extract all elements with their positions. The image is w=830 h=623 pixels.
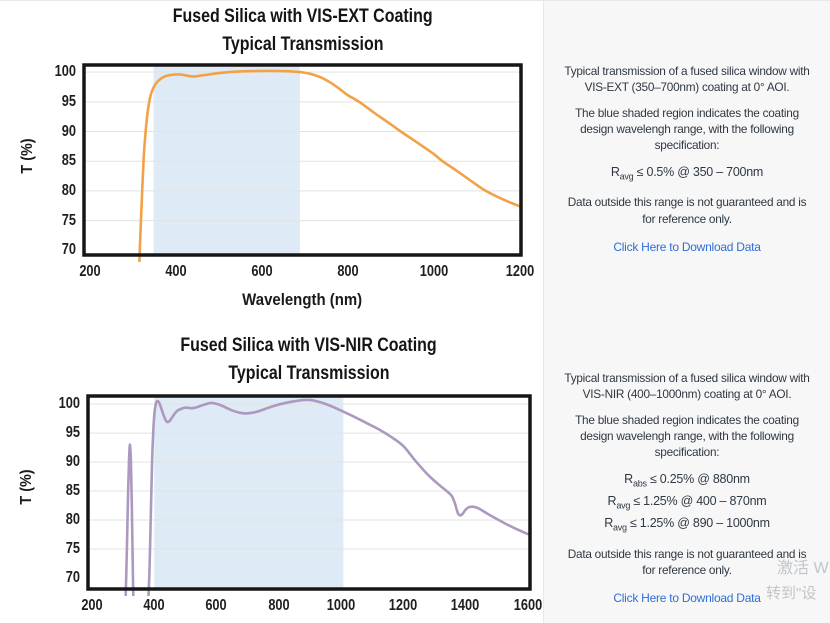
coating-spec-line: Ravg ≤ 0.5% @ 350 – 700nm [610,165,764,182]
plot-border [86,394,532,591]
x-tick-label: 800 [267,597,290,614]
coating-spec-line: Ravg ≤ 1.25% @ 890 – 1000nm [604,516,770,533]
chart-title-line1: Fused Silica with VIS-EXT Coating [172,6,433,27]
y-axis-label: T (%) [18,469,35,505]
x-axis-label: Wavelength (nm) [242,290,363,309]
y-tick-label: 90 [61,122,76,140]
x-tick-label: 400 [165,263,187,280]
x-tick-label: 1000 [326,597,356,614]
description-paragraph: Typical transmission of a fused silica w… [564,64,810,95]
y-tick-label: 95 [65,424,80,442]
vis-ext-row: Fused Silica with VIS-EXT Coating Typica… [0,0,830,382]
x-tick-label: 400 [143,597,165,614]
description-paragraph: Data outside this range is not guarantee… [567,546,807,577]
download-data-link[interactable]: Click Here to Download Data [613,239,761,254]
transmission-curve [138,69,522,262]
vis-nir-description-panel: Typical transmission of a fused silica w… [543,320,830,623]
description-paragraph: The blue shaded region indicates the coa… [575,105,799,153]
y-tick-label: 80 [61,181,76,199]
x-tick-label: 600 [251,263,273,280]
coating-spec-list: Ravg ≤ 0.5% @ 350 – 700nm [550,162,824,184]
download-data-link[interactable]: Click Here to Download Data [613,591,761,606]
x-tick-label: 800 [337,263,359,280]
transmission-curve [124,398,529,596]
chart-title-line1: Fused Silica with VIS-NIR Coating [180,335,438,356]
chart-title-line2: Typical Transmission [228,363,390,384]
y-tick-label: 100 [54,63,76,81]
chart-title-line2: Typical Transmission [221,34,384,55]
x-tick-label: 1200 [388,597,418,614]
y-tick-label: 95 [61,92,76,110]
y-tick-label: 70 [61,241,76,259]
x-tick-label: 200 [79,263,102,280]
coating-spec-line: Rabs ≤ 0.25% @ 880nm [624,472,750,489]
vis-ext-description-panel: Typical transmission of a fused silica w… [543,1,830,382]
transmission-plot [86,394,532,596]
x-tick-label: 200 [81,597,103,614]
vis-ext-chart-panel: Fused Silica with VIS-EXT Coating Typica… [0,1,543,320]
vis-nir-chart-panel: Fused Silica with VIS-NIR Coating Typica… [0,320,543,623]
y-tick-label: 90 [65,453,80,471]
x-tick-label: 1400 [451,597,480,614]
y-tick-label: 100 [58,395,80,413]
transmission-plot [82,63,523,262]
x-tick-label: 600 [205,597,228,614]
design-wavelength-band [153,65,300,255]
description-paragraph: Typical transmission of a fused silica w… [564,371,810,402]
y-tick-label: 85 [65,482,80,500]
design-wavelength-band [154,396,344,589]
coating-spec-list: Rabs ≤ 0.25% @ 880nm Ravg ≤ 1.25% @ 400 –… [550,469,824,535]
x-tick-label: 1000 [419,263,449,280]
coating-spec-line: Ravg ≤ 1.25% @ 400 – 870nm [607,494,767,511]
chart-title: Fused Silica with VIS-EXT Coating Typica… [84,3,521,59]
y-axis-label: T (%) [19,138,36,174]
x-tick-label: 1200 [505,263,534,280]
y-tick-label: 75 [65,540,80,557]
chart-title: Fused Silica with VIS-NIR Coating Typica… [88,332,530,388]
description-paragraph: The blue shaded region indicates the coa… [575,412,799,460]
plot-border [82,63,523,257]
y-tick-label: 80 [65,511,80,529]
y-tick-label: 85 [61,152,76,170]
description-paragraph: Data outside this range is not guarantee… [567,195,807,226]
y-tick-label: 70 [65,568,80,586]
y-tick-label: 75 [61,211,76,229]
vis-nir-row: Fused Silica with VIS-NIR Coating Typica… [0,320,830,623]
x-tick-label: 1600 [513,597,542,614]
